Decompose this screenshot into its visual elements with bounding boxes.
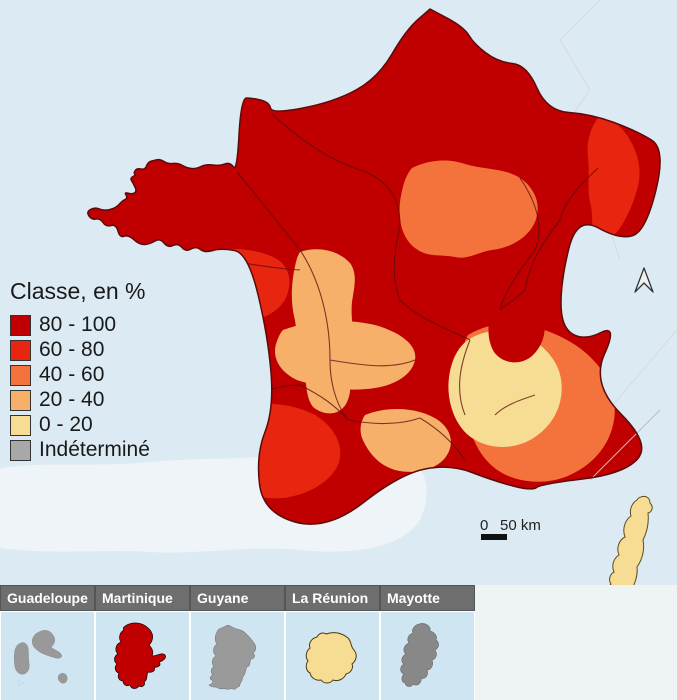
svg-text:50 km: 50 km	[500, 517, 541, 534]
svg-text:0: 0	[480, 517, 488, 534]
